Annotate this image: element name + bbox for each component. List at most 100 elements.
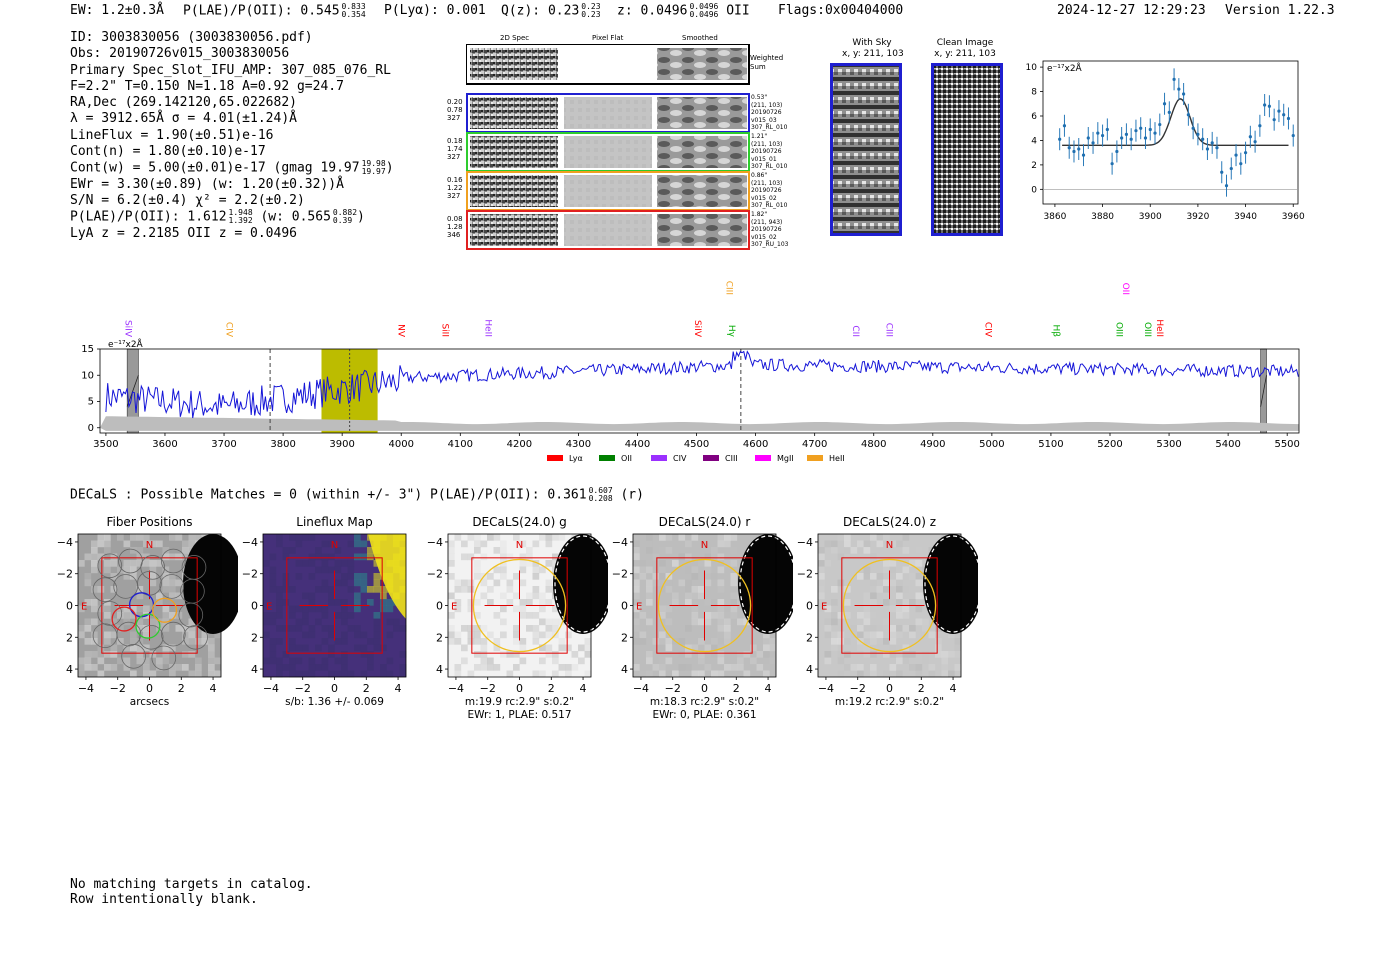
info-plae-w-hi: 0.882 [332, 208, 358, 218]
decals-pixel [123, 566, 131, 574]
decals-pixel [341, 618, 348, 626]
zoom-xtick-label: 3940 [1234, 212, 1257, 222]
decals-pixel [678, 651, 686, 658]
decals-pixel [837, 612, 845, 619]
decals-pixel [308, 553, 316, 561]
col-label-2d: 2D Spec [500, 34, 530, 42]
decals-pixel [289, 638, 296, 645]
decals-pixel [519, 612, 527, 619]
decals-pixel [474, 599, 481, 606]
decals-panel-title: DECaLS(24.0) z [843, 515, 936, 529]
decals-pixel [162, 651, 170, 658]
decals-pixel [837, 638, 845, 645]
decals-pixel [380, 586, 387, 593]
decals-pixel [467, 579, 475, 587]
decals-pixel [691, 670, 699, 678]
info-sn: S/N = 6.2(±0.4) χ² = 2.2(±0.2) [70, 192, 305, 208]
decals-pixel [526, 612, 533, 619]
decals-pixel [175, 625, 183, 632]
decals-pixel [149, 579, 157, 587]
decals-pixel [915, 573, 923, 580]
decals-pixel [315, 553, 322, 561]
bright-neighbor-source [553, 534, 613, 634]
decals-pixel [263, 657, 270, 665]
decals-pixel [282, 664, 290, 671]
decals-pixel [883, 599, 890, 606]
fiber-weight-w2: 1.22 [447, 184, 463, 192]
decals-ytick-label: 2 [621, 631, 628, 644]
decals-pixel [500, 573, 507, 580]
decals-panel-svg: Fiber Positions N E −4 −4 −2 −2 0 0 2 2 4 4 arcsecs [57, 515, 243, 708]
decals-pixel [123, 644, 131, 652]
decals-pixel [532, 586, 540, 593]
decals-pixel [909, 651, 916, 658]
decals-pixel [519, 605, 527, 613]
zoom-data-point [1086, 136, 1090, 140]
decals-pixel [883, 638, 890, 645]
decals-pixel [506, 553, 514, 561]
zoom-data-point [1248, 135, 1252, 139]
decals-pixel [467, 631, 475, 639]
decals-pixel [448, 553, 455, 561]
decals-pixel [954, 664, 962, 671]
zoom-data-point [1139, 126, 1143, 130]
decals-pixel [717, 618, 725, 626]
fiber-circle-orange [152, 597, 178, 623]
fiber-weight-w2: 1.28 [447, 223, 463, 231]
decals-pixel [633, 592, 640, 600]
decals-pixel [717, 625, 725, 632]
decals-pixel [393, 625, 400, 632]
decals-pixel [84, 553, 92, 561]
line-zoom-chart: e⁻¹⁷x2Å 0 2 4 6 8 10 3860 3880 3900 3920 3940 3960 [1026, 60, 1305, 222]
fiber-circle [97, 601, 123, 626]
decals-pixel [698, 638, 705, 645]
decals-ytick-label: 4 [251, 663, 258, 676]
decals-pixel [870, 651, 877, 658]
decals-pixel [91, 599, 98, 606]
decals-pixel [487, 657, 494, 665]
decals-pixel [175, 579, 183, 587]
decals-pixel [110, 651, 118, 658]
decals-pixel [837, 670, 845, 678]
decals-pixel [500, 651, 507, 658]
decals-pixel [704, 664, 712, 671]
decals-pixel [461, 586, 468, 593]
decals-pixel [519, 638, 527, 645]
decals-pixel [143, 605, 150, 613]
decals-pixel [948, 657, 955, 665]
zoom-data-point [1105, 127, 1109, 132]
fiber-row-flat-4 [564, 214, 652, 246]
decals-pixel [282, 573, 290, 580]
decals-pixel [876, 540, 884, 548]
decals-pixel [282, 547, 290, 554]
decals-pixel [282, 586, 290, 593]
decals-pixel [909, 625, 916, 632]
decals-pixel [130, 612, 137, 619]
decals-pixel [902, 612, 910, 619]
decals-pixel [863, 599, 871, 606]
decals-pixel [493, 566, 501, 574]
decals-pixel [889, 560, 897, 567]
decals-pixel [896, 631, 903, 639]
decals-pixel [850, 664, 858, 671]
zoom-data-point [1267, 104, 1272, 108]
decals-pixel [269, 657, 277, 665]
decals-pixel [78, 631, 85, 639]
zoom-data-point [1091, 141, 1095, 145]
decals-pixel [633, 547, 640, 554]
decals-pixel [276, 540, 283, 548]
decals-pixel [143, 631, 150, 639]
decals-pixel [169, 592, 176, 600]
zoom-data-point [1234, 153, 1238, 157]
decals-pixel [136, 625, 144, 632]
zoom-data-point [1067, 146, 1071, 150]
decals-pixel [724, 631, 731, 639]
fiber-info-r1: 0.86" [751, 172, 768, 179]
fiber-circle-green [135, 613, 161, 639]
fiber-info-r5: 307_RU_103 [751, 241, 789, 249]
decals-pixel [195, 670, 202, 678]
fiber-row-info-2: 1.21" (211, 103) 20190726 v015_01 307_RL_010 [751, 133, 787, 171]
decals-pixel [730, 560, 738, 567]
decals-pixel [110, 631, 118, 639]
decals-pixel [373, 573, 381, 580]
